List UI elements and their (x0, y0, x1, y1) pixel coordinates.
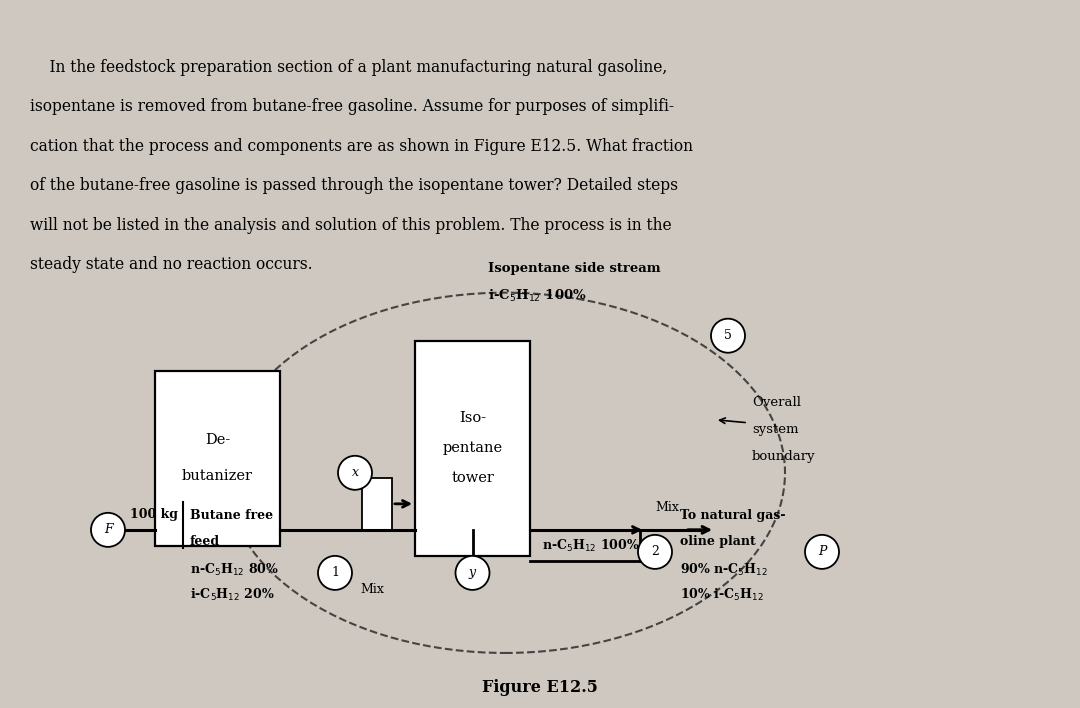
Text: will not be listed in the analysis and solution of this problem. The process is : will not be listed in the analysis and s… (30, 217, 672, 234)
Text: pentane: pentane (443, 441, 502, 455)
Bar (156, 371, 280, 546)
Text: feed: feed (190, 535, 220, 549)
Text: x: x (351, 467, 359, 479)
Text: y: y (469, 566, 476, 579)
Text: De-: De- (205, 433, 230, 447)
Text: butanizer: butanizer (183, 469, 253, 484)
Text: Iso-: Iso- (459, 411, 486, 426)
Text: 90% n-C$_5$H$_{12}$: 90% n-C$_5$H$_{12}$ (680, 562, 768, 578)
Circle shape (638, 535, 672, 569)
Text: cation that the process and components are as shown in Figure E12.5. What fracti: cation that the process and components a… (30, 138, 693, 155)
Text: of the butane-free gasoline is passed through the isopentane tower? Detailed ste: of the butane-free gasoline is passed th… (30, 178, 678, 195)
Text: Butane free: Butane free (190, 509, 273, 523)
Text: P: P (818, 545, 826, 559)
Bar (362, 478, 392, 530)
Text: Mix: Mix (654, 501, 679, 514)
Text: boundary: boundary (752, 450, 815, 463)
Bar (415, 341, 530, 556)
Text: i-C$_5$H$_{12}$ 100%: i-C$_5$H$_{12}$ 100% (487, 287, 586, 304)
Text: Mix: Mix (360, 583, 383, 596)
Circle shape (456, 556, 489, 590)
Text: n-C$_5$H$_{12}$ 100%: n-C$_5$H$_{12}$ 100% (542, 538, 639, 554)
Text: Overall: Overall (752, 396, 801, 409)
Text: n-C$_5$H$_{12}$ 80%: n-C$_5$H$_{12}$ 80% (190, 562, 279, 578)
Circle shape (711, 319, 745, 353)
Circle shape (805, 535, 839, 569)
Circle shape (318, 556, 352, 590)
Text: 1: 1 (330, 566, 339, 579)
Text: steady state and no reaction occurs.: steady state and no reaction occurs. (30, 256, 313, 273)
Text: 2: 2 (651, 545, 659, 559)
Text: In the feedstock preparation section of a plant manufacturing natural gasoline,: In the feedstock preparation section of … (30, 59, 667, 76)
Text: oline plant: oline plant (680, 535, 756, 549)
Circle shape (91, 513, 125, 547)
Text: F: F (104, 523, 112, 537)
Text: 10% i-C$_5$H$_{12}$: 10% i-C$_5$H$_{12}$ (680, 587, 764, 603)
Text: isopentane is removed from butane-free gasoline. Assume for purposes of simplifi: isopentane is removed from butane-free g… (30, 98, 674, 115)
Text: 5: 5 (724, 329, 732, 342)
Text: Isopentane side stream: Isopentane side stream (487, 262, 660, 275)
Text: To natural gas-: To natural gas- (680, 509, 785, 523)
Text: i-C$_5$H$_{12}$ 20%: i-C$_5$H$_{12}$ 20% (190, 587, 274, 603)
Text: tower: tower (451, 472, 494, 485)
Text: system: system (752, 423, 798, 436)
Circle shape (338, 456, 372, 490)
Text: Figure E12.5: Figure E12.5 (482, 680, 598, 697)
Text: 100 kg: 100 kg (130, 508, 178, 521)
